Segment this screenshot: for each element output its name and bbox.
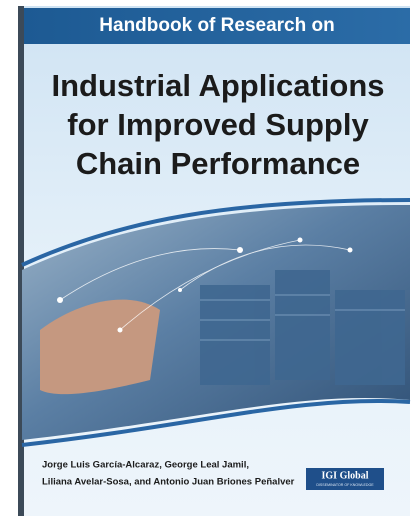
- book-cover-page: Handbook of Research on Industrial Appli…: [0, 0, 418, 523]
- authors-line: Jorge Luis García-Alcaraz, George Leal J…: [42, 460, 249, 471]
- publisher-tagline: DISSEMINATOR OF KNOWLEDGE: [316, 483, 374, 487]
- publisher-logo: IGI Global DISSEMINATOR OF KNOWLEDGE: [306, 468, 384, 490]
- series-title: Handbook of Research on: [99, 15, 334, 36]
- title-line: Industrial Applications: [52, 68, 385, 103]
- publisher-name: IGI Global: [322, 470, 369, 481]
- cover: Handbook of Research on Industrial Appli…: [18, 6, 412, 516]
- authors-line: Liliana Avelar-Sosa, and Antonio Juan Br…: [42, 477, 295, 488]
- title-line: for Improved Supply: [67, 107, 369, 142]
- title-line: Chain Performance: [76, 146, 360, 181]
